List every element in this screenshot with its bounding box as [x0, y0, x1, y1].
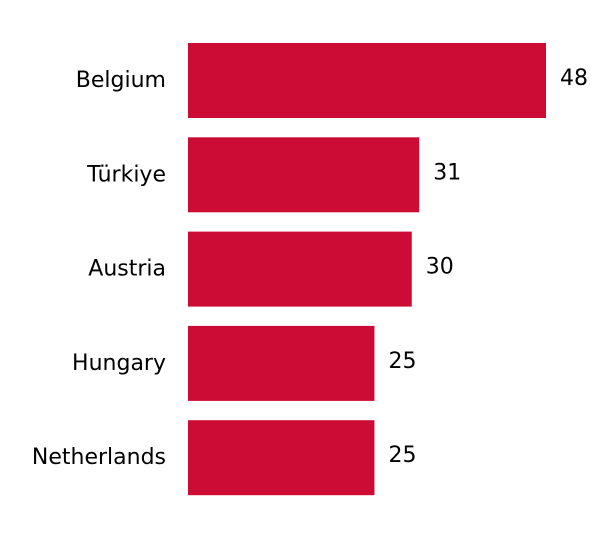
value-label: 25 [388, 349, 416, 374]
bars-group [188, 43, 546, 496]
value-label: 48 [560, 66, 588, 91]
category-label: Austria [88, 257, 166, 282]
value-label: 25 [388, 443, 416, 468]
bar-netherlands [188, 420, 375, 496]
value-labels: 48 31 30 25 25 [388, 66, 588, 468]
value-label: 31 [433, 160, 461, 185]
category-label: Türkiye [86, 162, 166, 187]
category-label: Belgium [76, 68, 166, 93]
bar-austria [188, 231, 412, 307]
value-label: 30 [426, 255, 454, 280]
bar-hungary [188, 325, 375, 401]
bar-belgium [188, 43, 546, 118]
bar-t-rkiye [188, 137, 420, 213]
category-label: Hungary [72, 351, 166, 376]
category-labels: Belgium Türkiye Austria Hungary Netherlands [32, 68, 166, 470]
category-label: Netherlands [32, 445, 166, 470]
